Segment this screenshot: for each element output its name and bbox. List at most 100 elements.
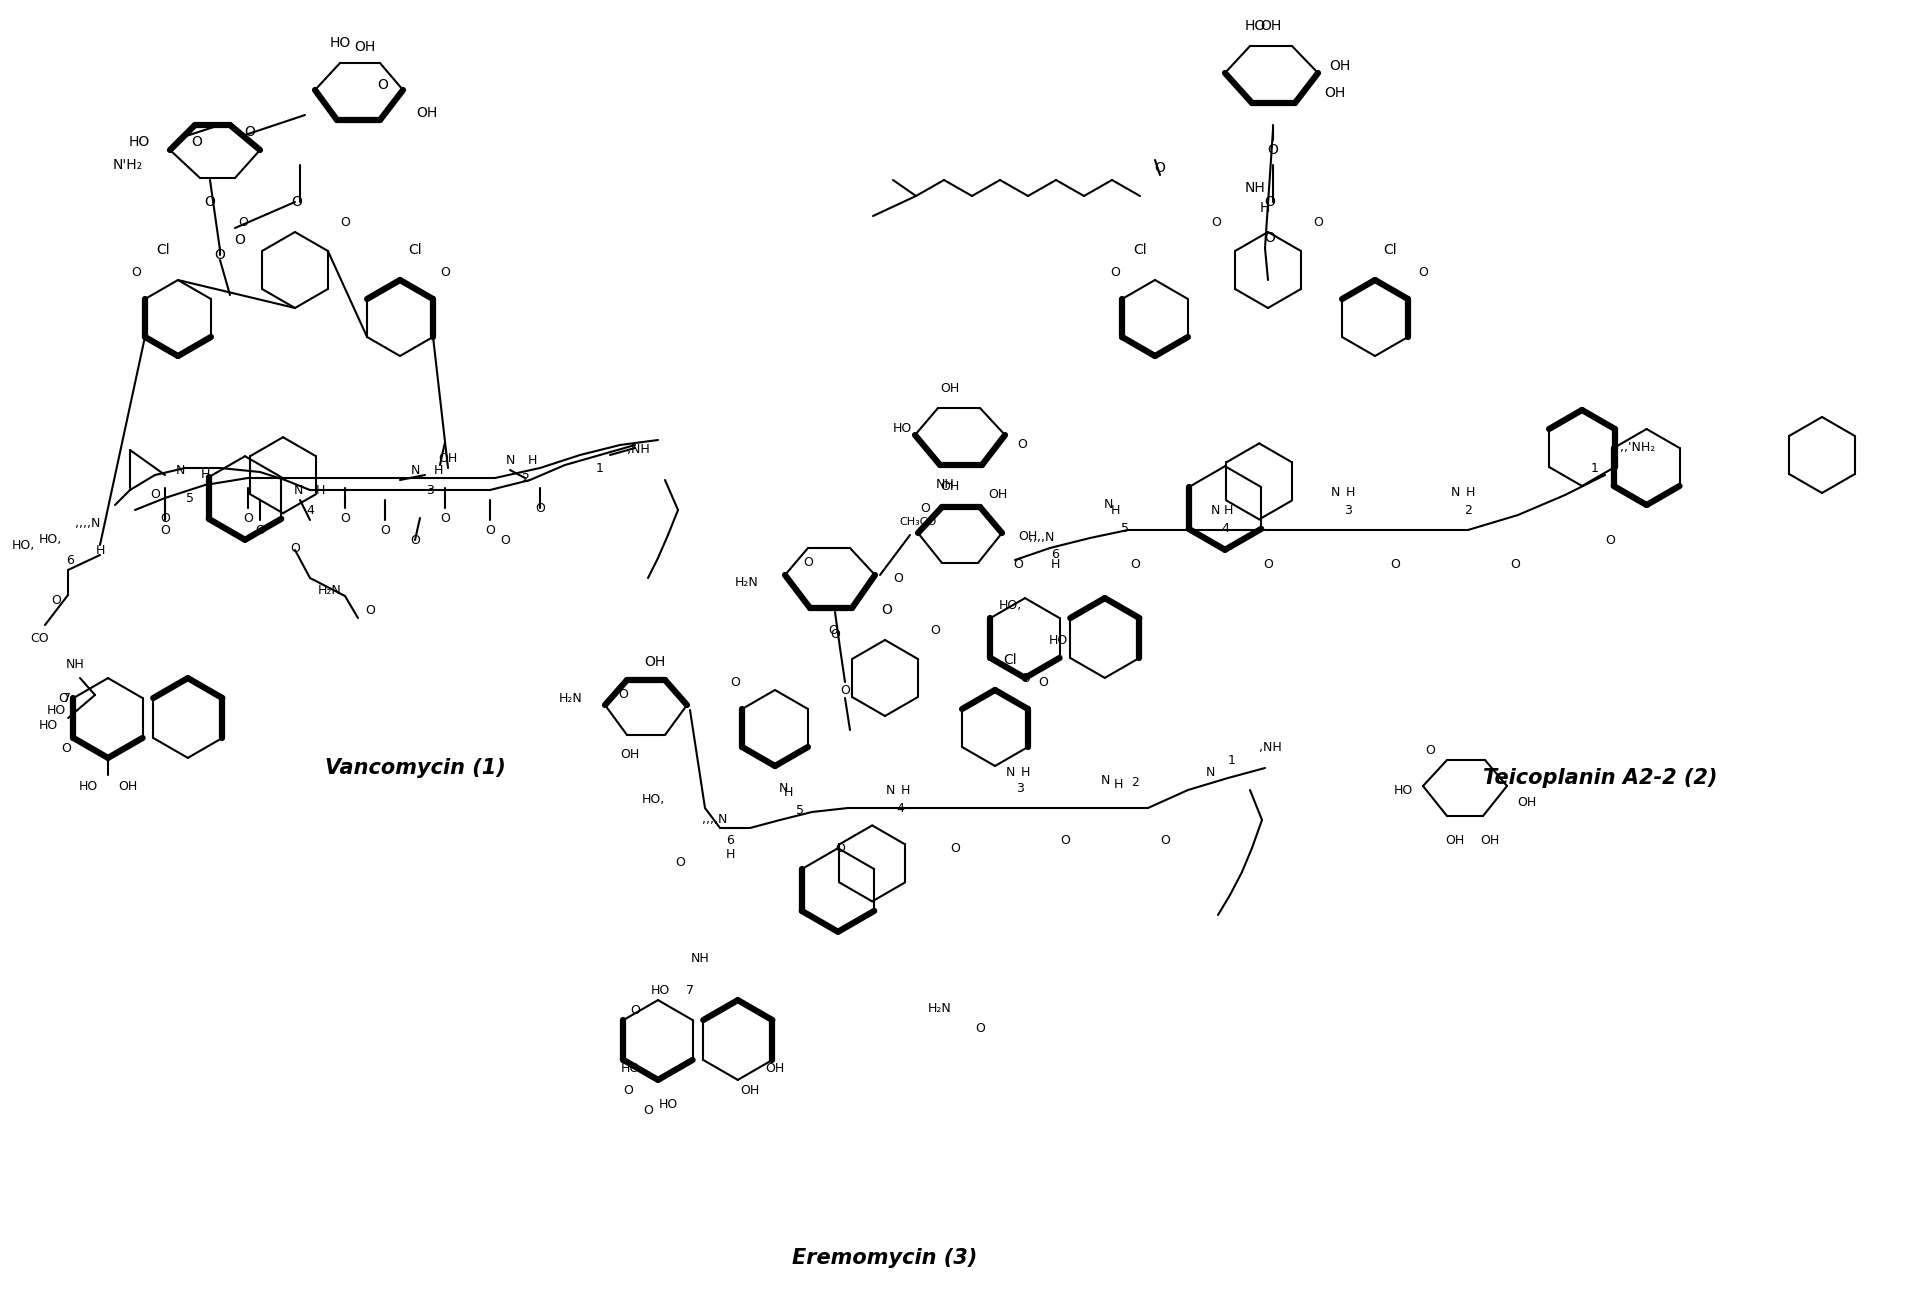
Text: O: O bbox=[535, 502, 544, 515]
Text: O: O bbox=[1131, 559, 1140, 572]
Text: HO: HO bbox=[658, 1098, 677, 1111]
Text: O: O bbox=[1390, 559, 1400, 572]
Text: O: O bbox=[1019, 671, 1031, 684]
Text: NH: NH bbox=[690, 951, 710, 964]
Text: OH: OH bbox=[1517, 796, 1536, 809]
Text: O: O bbox=[485, 524, 494, 537]
Text: NH: NH bbox=[65, 658, 85, 671]
Text: H: H bbox=[900, 783, 910, 796]
Text: N: N bbox=[1006, 765, 1015, 778]
Text: HO: HO bbox=[1048, 633, 1067, 646]
Text: OH: OH bbox=[417, 106, 438, 120]
Text: N: N bbox=[1206, 765, 1215, 778]
Text: 5: 5 bbox=[796, 804, 804, 817]
Text: OH: OH bbox=[354, 40, 375, 53]
Text: OH: OH bbox=[119, 780, 138, 794]
Text: N: N bbox=[410, 464, 419, 477]
Text: O: O bbox=[290, 542, 300, 555]
Text: O: O bbox=[804, 555, 813, 568]
Text: H₂N: H₂N bbox=[317, 584, 342, 597]
Text: O: O bbox=[340, 512, 350, 525]
Text: OH: OH bbox=[1325, 86, 1346, 100]
Text: Cl: Cl bbox=[1383, 242, 1396, 257]
Text: OH: OH bbox=[988, 489, 1008, 502]
Text: O: O bbox=[58, 692, 67, 705]
Text: O: O bbox=[1417, 267, 1429, 280]
Text: O: O bbox=[215, 248, 225, 262]
Text: O: O bbox=[892, 572, 904, 585]
Text: CH₃CO: CH₃CO bbox=[900, 517, 937, 526]
Text: O: O bbox=[835, 842, 844, 855]
Text: H: H bbox=[433, 464, 442, 477]
Text: OH: OH bbox=[1019, 530, 1038, 543]
Text: H: H bbox=[1110, 503, 1119, 516]
Text: N'H₂: N'H₂ bbox=[113, 158, 142, 172]
Text: O: O bbox=[52, 593, 62, 606]
Text: Cl: Cl bbox=[1133, 242, 1146, 257]
Text: H: H bbox=[1346, 486, 1354, 499]
Text: H₂N: H₂N bbox=[735, 576, 758, 589]
Text: H: H bbox=[1050, 559, 1060, 572]
Text: ,NH: ,NH bbox=[627, 443, 650, 456]
Text: 3: 3 bbox=[1344, 503, 1352, 516]
Text: N: N bbox=[175, 464, 185, 477]
Text: Eremomycin (3): Eremomycin (3) bbox=[792, 1248, 977, 1268]
Text: NH: NH bbox=[937, 478, 954, 491]
Text: N: N bbox=[779, 782, 788, 795]
Text: O: O bbox=[642, 1104, 654, 1117]
Text: O: O bbox=[1606, 533, 1615, 546]
Text: 6: 6 bbox=[1052, 549, 1060, 562]
Text: O: O bbox=[242, 512, 254, 525]
Text: 1: 1 bbox=[1590, 461, 1598, 474]
Text: OH: OH bbox=[644, 655, 665, 668]
Text: H: H bbox=[200, 469, 210, 482]
Text: OH: OH bbox=[940, 382, 960, 395]
Text: O: O bbox=[62, 741, 71, 754]
Text: 7: 7 bbox=[63, 692, 71, 705]
Text: 1: 1 bbox=[1229, 753, 1236, 766]
Text: OH: OH bbox=[1481, 834, 1500, 847]
Text: 3: 3 bbox=[1015, 782, 1023, 795]
Text: Vancomycin (1): Vancomycin (1) bbox=[325, 758, 506, 778]
Text: O: O bbox=[1060, 834, 1069, 847]
Text: HO: HO bbox=[1394, 783, 1413, 796]
Text: N: N bbox=[885, 783, 894, 796]
Text: 4: 4 bbox=[1221, 521, 1229, 534]
Text: N: N bbox=[1210, 503, 1219, 516]
Text: ,NH: ,NH bbox=[1260, 741, 1281, 754]
Text: CO: CO bbox=[31, 632, 50, 645]
Text: OH: OH bbox=[765, 1062, 785, 1075]
Text: O: O bbox=[192, 136, 202, 149]
Text: OH: OH bbox=[621, 748, 640, 761]
Text: O: O bbox=[340, 215, 350, 228]
Text: O: O bbox=[881, 603, 892, 618]
Text: N: N bbox=[294, 483, 302, 496]
Text: 4: 4 bbox=[306, 503, 313, 516]
Text: 5: 5 bbox=[1121, 521, 1129, 534]
Text: 5: 5 bbox=[187, 491, 194, 504]
Text: H: H bbox=[1260, 201, 1271, 215]
Text: O: O bbox=[1160, 834, 1169, 847]
Text: O: O bbox=[131, 267, 140, 280]
Text: 7: 7 bbox=[687, 984, 694, 997]
Text: HO: HO bbox=[38, 719, 58, 732]
Text: O: O bbox=[1110, 267, 1119, 280]
Text: HO: HO bbox=[650, 984, 669, 997]
Text: H: H bbox=[315, 483, 325, 496]
Text: 3: 3 bbox=[427, 483, 435, 496]
Text: HO: HO bbox=[892, 421, 912, 434]
Text: O: O bbox=[1265, 195, 1275, 208]
Text: Cl: Cl bbox=[408, 242, 421, 257]
Text: O: O bbox=[840, 684, 850, 697]
Text: O: O bbox=[731, 676, 740, 689]
Text: O: O bbox=[617, 688, 629, 701]
Text: ,,,,N: ,,,,N bbox=[1029, 532, 1054, 545]
Text: 4: 4 bbox=[896, 801, 904, 814]
Text: O: O bbox=[381, 524, 390, 537]
Text: H: H bbox=[1113, 778, 1123, 791]
Text: H₂N: H₂N bbox=[560, 692, 583, 705]
Text: O: O bbox=[377, 78, 388, 93]
Text: H: H bbox=[96, 543, 104, 556]
Text: O: O bbox=[1510, 559, 1519, 572]
Text: OH: OH bbox=[1329, 59, 1350, 73]
